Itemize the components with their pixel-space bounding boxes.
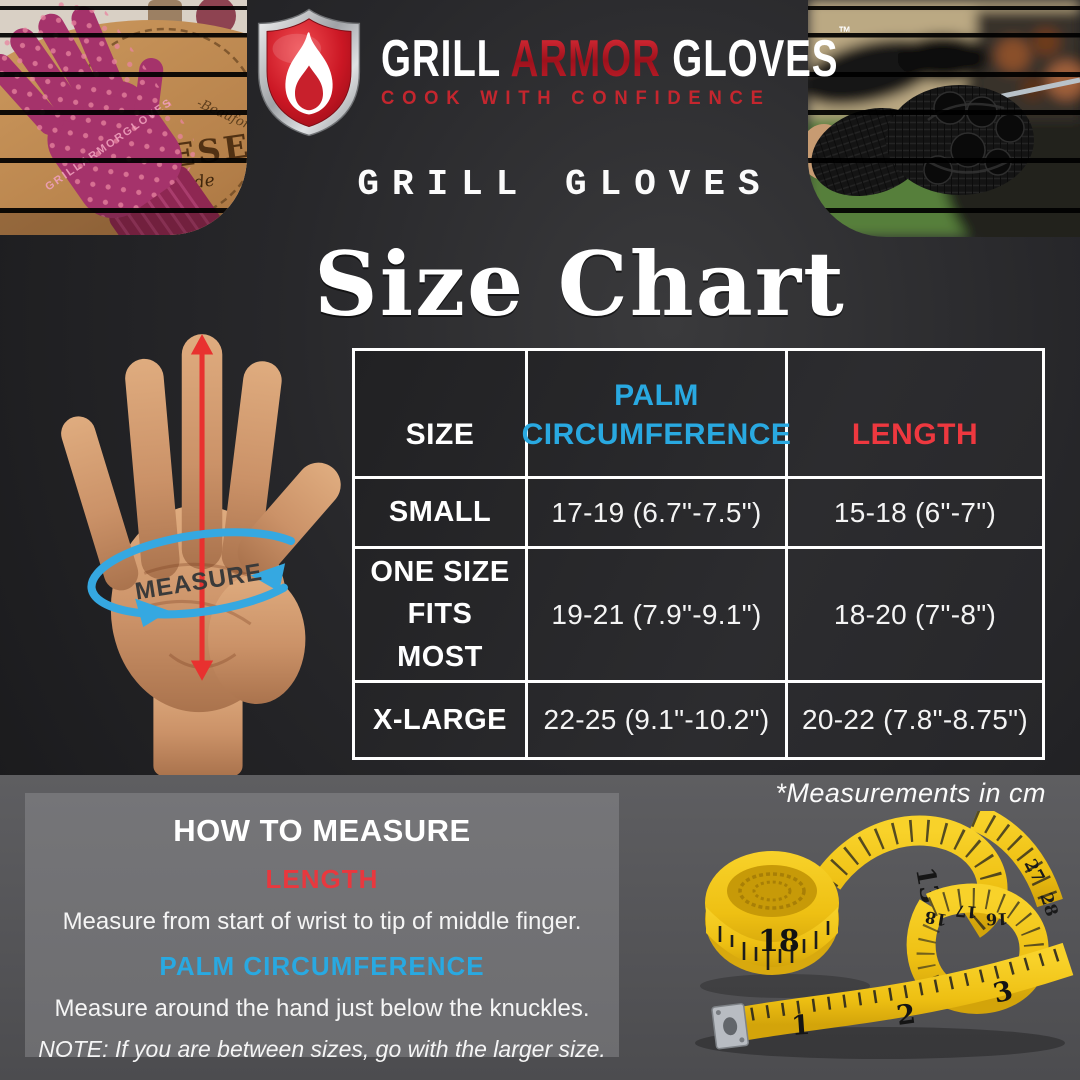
trademark-symbol: ™ xyxy=(838,23,851,43)
sizing-note: NOTE: If you are between sizes, go with … xyxy=(38,1036,606,1062)
row-small-size: SMALL xyxy=(355,479,528,549)
glove-on-board-illustration: CHEESE -Beaufort- Qualidade GRIL xyxy=(0,0,247,235)
tape-number: 16 xyxy=(986,909,1009,929)
tape-number: 1 xyxy=(790,1010,811,1042)
brand-text-block: GRILL ARMOR GLOVES™ COOK WITH CONFIDENCE xyxy=(381,24,941,109)
row-onesize-palm: 19-21 (7.9"-9.1") xyxy=(528,549,788,683)
size-chart-table: SIZE PALM CIRCUMFERENCE LENGTH SMALL 17-… xyxy=(352,348,1045,760)
row-xlarge-palm: 22-25 (9.1"-10.2") xyxy=(528,683,788,757)
glove-grilling-photo xyxy=(808,0,1080,237)
brand-name: GRILL ARMOR GLOVES™ xyxy=(381,24,851,88)
hand-measurement-diagram: MEASURE xyxy=(61,334,341,776)
column-header-palm-circumference: PALM CIRCUMFERENCE xyxy=(522,351,791,479)
tape-number: 2 xyxy=(895,999,918,1032)
tape-number: 18 xyxy=(923,907,948,930)
row-small-palm: 17-19 (6.7"-7.5") xyxy=(528,479,788,549)
palm-circumference-label: PALM CIRCUMFERENCE xyxy=(159,951,485,981)
how-to-measure-box: HOW TO MEASURE LENGTH Measure from start… xyxy=(25,793,619,1062)
collection-subtitle: GRILL GLOVES xyxy=(357,164,773,205)
grill-grate-lines xyxy=(0,6,247,213)
measurements-footnote: *Measurements in cm xyxy=(775,778,1046,808)
column-header-length: LENGTH xyxy=(788,351,1042,479)
length-instruction: Measure from start of wrist to tip of mi… xyxy=(62,908,582,935)
bottom-panel: *Measurements in cm HOW TO MEASURE LENGT… xyxy=(0,775,1080,1080)
palm-instruction: Measure around the hand just below the k… xyxy=(54,995,590,1022)
length-label: LENGTH xyxy=(265,864,379,894)
measuring-tape-photo: 27 28 13 18 17 16 9 xyxy=(695,811,1074,1059)
brand-tagline: COOK WITH CONFIDENCE xyxy=(381,87,771,109)
tape-number: 18 xyxy=(758,924,800,959)
tape-coil: 18 xyxy=(705,851,839,975)
tape-number: 17 xyxy=(955,901,979,922)
how-to-measure-title: HOW TO MEASURE xyxy=(173,813,471,848)
tape-metal-end xyxy=(711,1003,749,1050)
row-xlarge-size: X-LARGE xyxy=(355,683,528,757)
brand-word-grill: GRILL xyxy=(381,29,501,88)
glove-grilling-illustration xyxy=(808,0,1080,237)
row-xlarge-length: 20-22 (7.8"-8.75") xyxy=(801,704,1029,735)
glove-on-board-photo: CHEESE -Beaufort- Qualidade GRIL xyxy=(0,0,247,235)
brand-word-armor: ARMOR xyxy=(510,29,661,88)
brand-word-gloves: GLOVES xyxy=(672,29,839,88)
row-small-length: 15-18 (6"-7") xyxy=(788,479,1042,549)
grill-grate-lines xyxy=(808,6,1080,213)
row-onesize-length: 18-20 (7"-8") xyxy=(788,549,1042,683)
shield-flame-icon xyxy=(257,8,361,137)
row-onesize-size: ONE SIZE FITS MOST xyxy=(355,549,528,683)
brand-logo: GRILL ARMOR GLOVES™ COOK WITH CONFIDENCE xyxy=(253,6,941,138)
page-title: Size Chart xyxy=(314,232,846,336)
column-header-size: SIZE xyxy=(355,351,528,479)
open-hand xyxy=(61,334,341,776)
